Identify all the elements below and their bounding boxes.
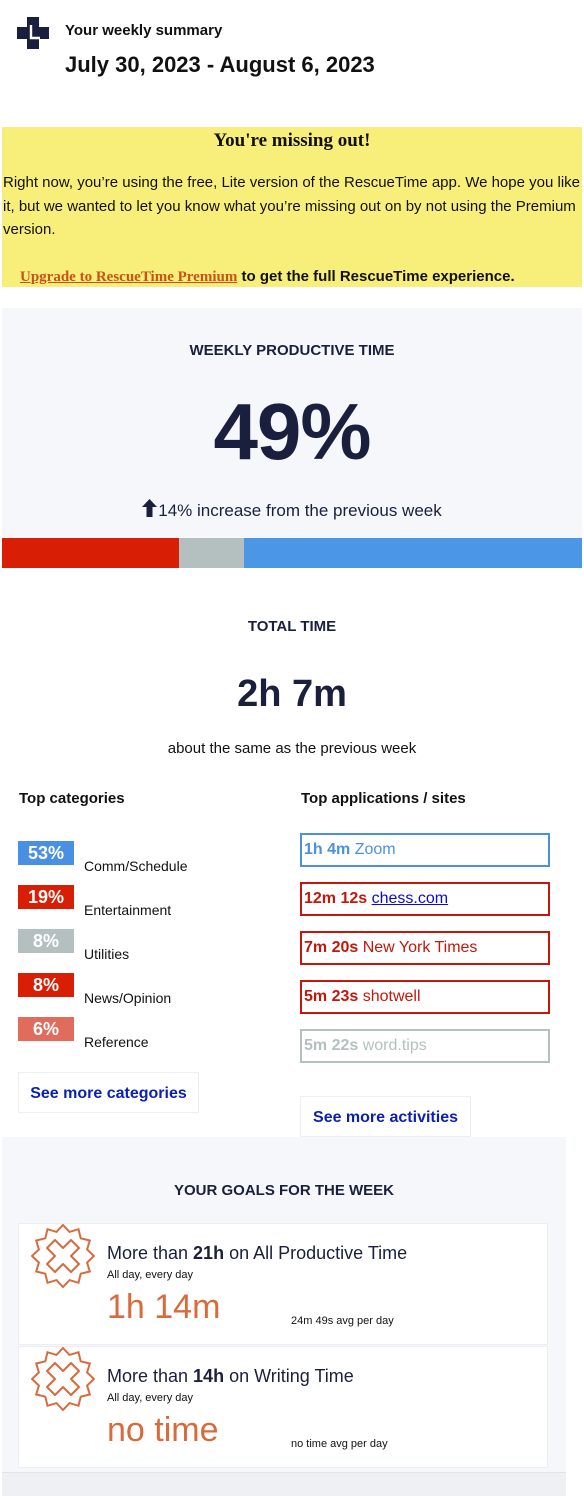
application-item[interactable]: 7m 20s New York Times <box>300 931 550 965</box>
category-percent: 6% <box>18 1017 74 1041</box>
banner-body: Right now, you’re using the free, Lite v… <box>3 174 580 238</box>
goal-average: 24m 49s avg per day <box>291 1315 394 1327</box>
category-percent: 8% <box>18 929 74 953</box>
productive-change-text: 14% increase from the previous week <box>158 501 442 520</box>
bar-segment-neutral <box>178 538 244 568</box>
bar-segment-productive <box>243 538 582 568</box>
category-name: News/Opinion <box>84 990 172 1006</box>
application-item[interactable]: 1h 4m Zoom <box>300 833 550 867</box>
bar-segment-unproductive <box>2 538 179 568</box>
category-name: Comm/Schedule <box>84 858 188 874</box>
upgrade-banner: You're missing out! Right now, you’re us… <box>2 127 582 287</box>
application-time: 12m 12s <box>304 890 368 907</box>
arrow-up-icon <box>142 499 158 517</box>
category-percent: 8% <box>18 973 74 997</box>
application-item[interactable]: 5m 23s shotwell <box>300 980 550 1014</box>
application-time: 5m 22s <box>304 1037 359 1054</box>
goal-title: More than 14h on Writing Time <box>107 1366 354 1387</box>
goal-card: More than 14h on Writing Time All day, ev… <box>18 1346 548 1468</box>
category-name: Entertainment <box>84 902 172 918</box>
productive-time-value: 49% <box>213 387 371 476</box>
banner-cta-suffix: to get the full RescueTime experience. <box>237 268 515 285</box>
banner-title: You're missing out! <box>213 130 371 151</box>
total-time-comparison: about the same as the previous week <box>167 740 417 757</box>
application-time: 7m 20s <box>304 939 359 956</box>
application-time: 1h 4m <box>304 841 351 858</box>
total-time-label: TOTAL TIME <box>247 618 337 635</box>
goal-prefix: More than <box>107 1243 194 1263</box>
application-name: word.tips <box>362 1037 427 1054</box>
footer-strip <box>2 1472 566 1496</box>
application-name: Zoom <box>354 841 396 858</box>
goal-amount: 21h <box>193 1243 225 1263</box>
goal-average: no time avg per day <box>291 1438 388 1450</box>
category-name: Reference <box>84 1034 149 1050</box>
goal-actual: 1h 14m <box>107 1288 221 1326</box>
goal-failed-icon <box>31 1347 95 1411</box>
goal-card: More than 21h on All Productive Time All … <box>18 1223 548 1345</box>
goal-failed-icon <box>31 1224 95 1288</box>
productive-change: 14% increase from the previous week <box>2 499 582 521</box>
application-name[interactable]: chess.com <box>371 890 449 907</box>
see-more-activities-button[interactable]: See more activities <box>300 1096 471 1137</box>
application-name: shotwell <box>362 988 421 1005</box>
goal-schedule: All day, every day <box>107 1392 194 1404</box>
application-item[interactable]: 5m 22s word.tips <box>300 1029 550 1063</box>
productive-time-section: WEEKLY PRODUCTIVE TIME 49% 14% increase … <box>2 308 582 568</box>
goal-suffix: on Writing Time <box>224 1366 354 1386</box>
goals-label: YOUR GOALS FOR THE WEEK <box>173 1182 394 1199</box>
banner-cta: Upgrade to RescueTime Premium to get the… <box>20 268 515 286</box>
goal-actual: no time <box>107 1411 219 1449</box>
goal-prefix: More than <box>107 1366 194 1386</box>
summary-title: Your weekly summary <box>65 22 223 39</box>
top-applications-title: Top applications / sites <box>301 790 466 807</box>
top-categories-title: Top categories <box>19 790 125 807</box>
category-percent: 53% <box>18 841 74 865</box>
goal-title: More than 21h on All Productive Time <box>107 1243 407 1264</box>
goals-section: YOUR GOALS FOR THE WEEK More than 21h on… <box>2 1137 566 1472</box>
application-item[interactable]: 12m 12s chess.com <box>300 882 550 916</box>
application-time: 5m 23s <box>304 988 359 1005</box>
rescuetime-logo-icon <box>17 17 49 49</box>
productivity-breakdown-bar <box>2 538 582 568</box>
category-percent: 19% <box>18 885 74 909</box>
date-range: July 30, 2023 - August 6, 2023 <box>65 52 375 77</box>
productive-time-label: WEEKLY PRODUCTIVE TIME <box>189 342 395 359</box>
goal-amount: 14h <box>193 1366 225 1386</box>
category-name: Utilities <box>84 946 130 962</box>
total-time-value: 2h 7m <box>237 673 347 715</box>
goal-suffix: on All Productive Time <box>224 1243 408 1263</box>
application-name: New York Times <box>362 939 478 956</box>
see-more-categories-button[interactable]: See more categories <box>18 1072 199 1113</box>
upgrade-premium-link[interactable]: Upgrade to RescueTime Premium <box>20 269 238 285</box>
goal-schedule: All day, every day <box>107 1269 194 1281</box>
